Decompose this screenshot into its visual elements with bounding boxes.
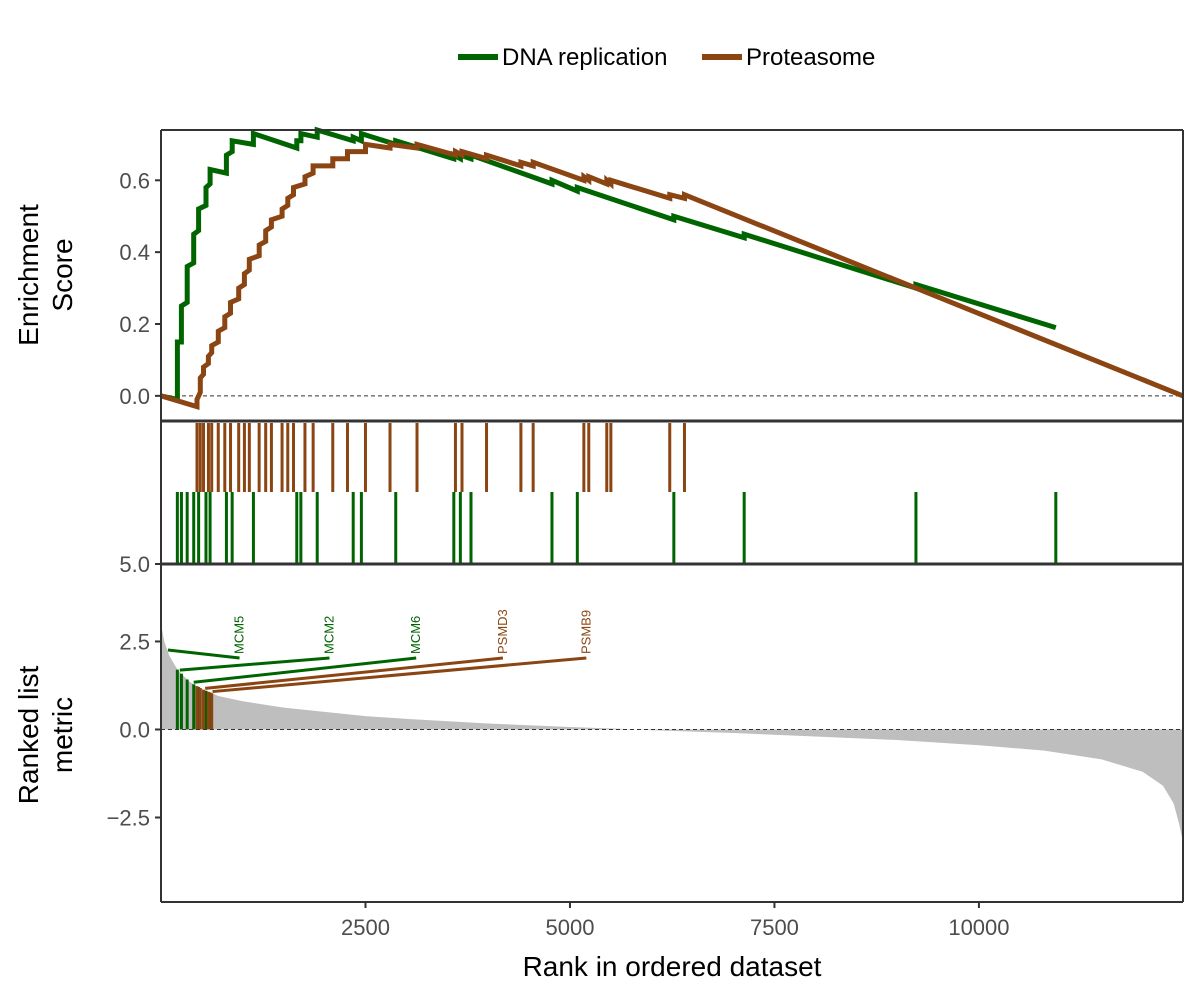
gene-connector-psmd3: [205, 656, 504, 690]
gene-label-mcm2: MCM2: [322, 616, 337, 654]
legend-label-proteasome: Proteasome: [746, 44, 875, 71]
es-y-tick-label: 0.4: [119, 240, 150, 265]
ranked-y-tick-label: 0.0: [119, 717, 150, 742]
enrichment-panel: 0.0 0.2 0.4 0.6: [119, 126, 1184, 410]
gene-label-mcm5: MCM5: [232, 616, 247, 654]
plot-frame: [160, 129, 1184, 903]
legend-label-dna-replication: DNA replication: [502, 44, 667, 71]
x-tick-label: 2500: [341, 915, 390, 940]
x-tick-label: 10000: [948, 915, 1009, 940]
ranked-metric-area: [161, 623, 1183, 843]
x-axis-title: Rank in ordered dataset: [523, 951, 822, 982]
gene-label-psmd3: PSMD3: [495, 609, 510, 654]
ranked-panel: 2.5 0.0 −2.5 MCM5 MCM2 MCM6 PSMD3 PSMB9: [107, 609, 1183, 843]
hits-panel: [175, 423, 1058, 563]
es-curve-proteasome: [160, 141, 1184, 410]
enrichment-ylabel-line1: Enrichment: [13, 204, 44, 346]
ranked-y-tick-label: −2.5: [107, 806, 150, 831]
ranked-y-tick-label: 2.5: [119, 629, 150, 654]
enrichment-ylabel-line2: Score: [47, 238, 78, 311]
x-tick-label: 7500: [750, 915, 799, 940]
hits-tick-label: 5.0: [119, 552, 150, 577]
es-curve-dna-replication: [160, 126, 1057, 403]
x-tick-label: 5000: [545, 915, 594, 940]
es-y-tick-label: 0.0: [119, 384, 150, 409]
es-y-tick-label: 0.2: [119, 312, 150, 337]
ranked-ylabel-line1: Ranked list: [13, 666, 44, 805]
ranked-ylabel-line2: metric: [47, 697, 78, 773]
gene-label-psmb9: PSMB9: [578, 610, 593, 654]
legend: DNA replication Proteasome: [458, 44, 875, 71]
gene-connector-psmb9: [212, 656, 587, 694]
gene-label-mcm6: MCM6: [408, 616, 423, 654]
gene-connector-mcm6: [193, 656, 417, 684]
es-y-tick-label: 0.6: [119, 168, 150, 193]
gene-connector-mcm5: [167, 648, 240, 660]
x-axis: 2500 5000 7500 10000: [341, 902, 1010, 940]
gene-connector-mcm2: [179, 656, 330, 672]
